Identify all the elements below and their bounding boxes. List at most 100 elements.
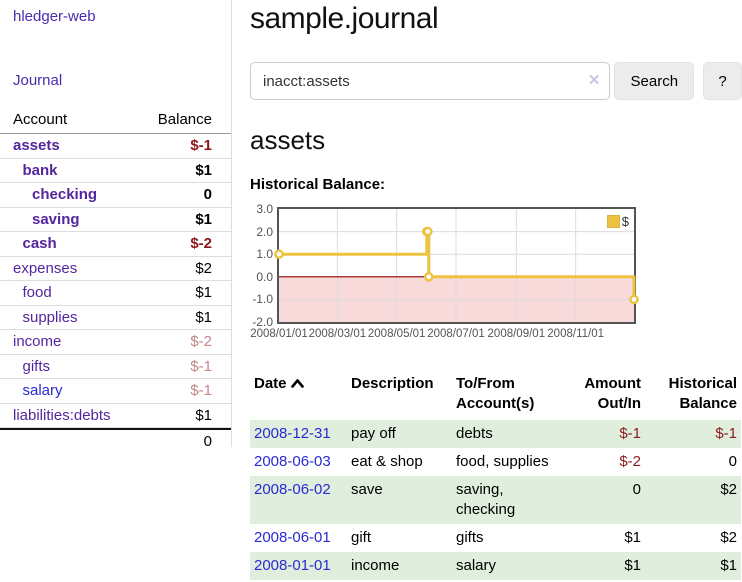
transaction-accounts: food, supplies bbox=[456, 453, 549, 470]
x-axis-tick-label: 2008/11/01 bbox=[547, 328, 604, 340]
accounts-column-header: To/From Account(s) bbox=[456, 375, 535, 412]
account-balance: $1 bbox=[195, 210, 212, 228]
transaction-accounts: saving, checking bbox=[456, 481, 516, 518]
register-row: 2008-12-31 pay off debts $-1 $-1 bbox=[250, 420, 741, 448]
x-axis-tick-label: 2008/07/01 bbox=[427, 328, 485, 340]
search-button[interactable]: Search bbox=[614, 62, 695, 100]
register-row: 2008-06-01 gift gifts $1 $2 bbox=[250, 524, 741, 552]
transaction-accounts: gifts bbox=[456, 529, 484, 546]
transaction-date-link[interactable]: 2008-06-01 bbox=[254, 529, 331, 546]
x-axis-tick-label: 2008/05/01 bbox=[367, 328, 426, 340]
account-balance: $1 bbox=[195, 308, 212, 326]
transaction-balance: $2 bbox=[720, 529, 737, 546]
account-row: cash $-2 bbox=[0, 232, 231, 257]
sidebar-item-journal[interactable]: Journal bbox=[13, 72, 63, 89]
register-row: 2008-01-01 income salary $1 $1 bbox=[250, 552, 741, 580]
account-row: food $1 bbox=[0, 281, 231, 306]
y-axis-tick-label: -2.0 bbox=[252, 315, 273, 329]
transaction-amount: $-2 bbox=[619, 453, 641, 470]
transaction-description: income bbox=[351, 557, 400, 574]
account-balance: $-1 bbox=[190, 357, 212, 375]
y-axis-tick-label: 0.0 bbox=[256, 269, 273, 284]
transaction-balance: $1 bbox=[720, 557, 737, 574]
transaction-date-link[interactable]: 2008-06-02 bbox=[254, 481, 331, 498]
legend-swatch-icon bbox=[606, 215, 620, 228]
account-balance: $-2 bbox=[190, 235, 212, 253]
account-row: salary $-1 bbox=[0, 379, 231, 404]
date-column-header[interactable]: Date bbox=[250, 372, 347, 420]
account-row: checking 0 bbox=[0, 183, 231, 208]
account-row: liabilities:debts $1 bbox=[0, 404, 231, 428]
account-rows: assets $-1 bank $1 checking 0 saving $1 cash $-2 e… bbox=[0, 134, 231, 428]
account-link[interactable]: bank bbox=[22, 161, 58, 179]
transaction-amount: $-1 bbox=[619, 425, 641, 442]
account-balance: $-1 bbox=[190, 137, 212, 155]
transaction-date-link[interactable]: 2008-01-01 bbox=[254, 557, 331, 574]
y-axis-tick-label: 3.0 bbox=[256, 202, 273, 216]
account-row: assets $-1 bbox=[0, 134, 231, 159]
accounts-total-value: 0 bbox=[203, 433, 212, 450]
clear-search-icon[interactable]: ✕ bbox=[587, 72, 601, 89]
account-link[interactable]: income bbox=[13, 333, 62, 351]
balance-column-header: Historical Balance bbox=[668, 375, 737, 412]
account-link[interactable]: supplies bbox=[22, 308, 78, 326]
chart-legend: $ bbox=[606, 214, 629, 229]
account-link[interactable]: assets bbox=[13, 137, 60, 155]
account-link[interactable]: checking bbox=[32, 186, 98, 204]
account-link[interactable]: expenses bbox=[13, 259, 78, 277]
app-brand-link[interactable]: hledger-web bbox=[13, 8, 96, 25]
transaction-description: gift bbox=[351, 529, 372, 546]
y-axis-tick-label: 2.0 bbox=[256, 224, 273, 239]
amount-column-header: Amount Out/In bbox=[584, 375, 641, 412]
account-row: bank $1 bbox=[0, 159, 231, 183]
transaction-date-link[interactable]: 2008-12-31 bbox=[254, 425, 331, 442]
chart-label: Historical Balance: bbox=[250, 176, 386, 193]
x-axis-tick-label: 2008/09/01 bbox=[487, 328, 546, 340]
account-link[interactable]: saving bbox=[32, 210, 80, 228]
y-axis-tick-label: 1.0 bbox=[256, 247, 273, 262]
transaction-description: eat & shop bbox=[351, 453, 423, 470]
account-balance: $2 bbox=[195, 259, 212, 277]
transaction-description: save bbox=[351, 481, 383, 498]
register-row: 2008-06-02 save saving, checking 0 $2 bbox=[250, 476, 741, 524]
transaction-accounts: salary bbox=[456, 557, 497, 574]
account-link[interactable]: salary bbox=[22, 382, 63, 400]
transaction-amount: 0 bbox=[632, 481, 641, 498]
transaction-date-link[interactable]: 2008-06-03 bbox=[254, 453, 331, 470]
help-button[interactable]: ? bbox=[703, 62, 742, 100]
account-balance: 0 bbox=[203, 186, 212, 204]
transaction-amount: $1 bbox=[624, 557, 641, 574]
register-row: 2008-06-03 eat & shop food, supplies $-2 0 bbox=[250, 448, 741, 476]
transaction-balance: $2 bbox=[720, 481, 737, 498]
main-content: sample.journal ✕ Search ? assets Histori… bbox=[250, 0, 742, 580]
account-balance: $-2 bbox=[190, 333, 212, 351]
account-link[interactable]: liabilities:debts bbox=[13, 406, 111, 424]
transaction-description: pay off bbox=[351, 425, 396, 442]
account-link[interactable]: gifts bbox=[22, 357, 51, 375]
sort-ascending-icon bbox=[290, 374, 304, 394]
search-box: ✕ bbox=[250, 62, 611, 100]
register-header-row: Date Description To/From Account(s) Amou… bbox=[250, 372, 741, 420]
x-axis-tick-label: 2008/03/01 bbox=[308, 328, 367, 340]
description-column-header: Description bbox=[351, 375, 434, 392]
accounts-total-row: 0 bbox=[0, 428, 231, 453]
account-balance: $-1 bbox=[190, 382, 212, 400]
transaction-amount: $1 bbox=[624, 529, 641, 546]
account-row: income $-2 bbox=[0, 330, 231, 355]
account-column-header: Account bbox=[13, 111, 68, 128]
account-link[interactable]: cash bbox=[22, 235, 57, 253]
page-title: sample.journal bbox=[250, 2, 439, 35]
account-row: gifts $-1 bbox=[0, 355, 231, 379]
account-link[interactable]: food bbox=[22, 284, 52, 302]
transaction-balance: $-1 bbox=[715, 425, 737, 442]
account-balance: $1 bbox=[195, 284, 212, 302]
transaction-balance: 0 bbox=[728, 453, 737, 470]
legend-label: $ bbox=[621, 214, 629, 229]
historical-balance-chart: $ 3.0 2.0 1.0 0.0 -1.0 -2.0 2008/01/01 2008/03/… bbox=[250, 202, 639, 357]
y-axis-tick-label: -1.0 bbox=[252, 292, 273, 307]
account-row: saving $1 bbox=[0, 208, 231, 232]
search-input[interactable] bbox=[250, 62, 611, 100]
sidebar: hledger-web Journal Account Balance asse… bbox=[0, 0, 232, 450]
accounts-table: Account Balance assets $-1 bank $1 checking 0… bbox=[0, 109, 231, 453]
x-axis-tick-label: 2008/01/01 bbox=[250, 328, 308, 340]
